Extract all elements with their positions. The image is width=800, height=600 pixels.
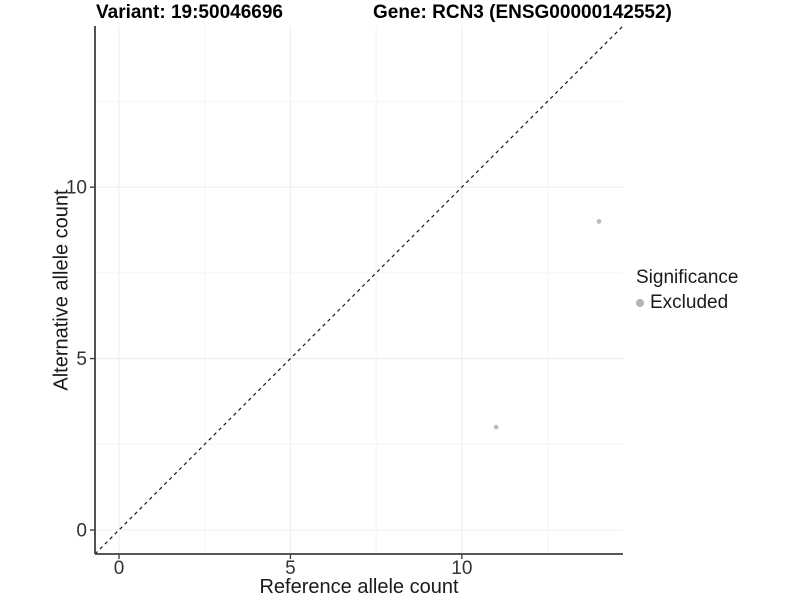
legend-item-label: Excluded xyxy=(650,292,729,313)
plot-title-gene: Gene: RCN3 (ENSG00000142552) xyxy=(373,2,672,23)
data-point xyxy=(596,219,602,224)
identity-dashed-line xyxy=(94,25,624,555)
x-axis-label: Reference allele count xyxy=(259,576,459,598)
y-tick-label: 5 xyxy=(76,349,87,370)
x-tick-label: 10 xyxy=(451,558,472,579)
legend-point-swatch xyxy=(636,299,644,307)
plot-title-variant: Variant: 19:50046696 xyxy=(96,2,283,23)
legend-title: Significance xyxy=(636,267,739,288)
y-tick-label: 0 xyxy=(76,521,87,542)
x-tick-label: 0 xyxy=(114,558,125,579)
y-tick-label: 10 xyxy=(66,178,87,199)
y-axis-label: Alternative allele count xyxy=(50,189,73,391)
legend: Significance Excluded xyxy=(636,267,738,314)
x-tick-label: 5 xyxy=(285,558,296,579)
data-point xyxy=(493,424,499,430)
legend-item-excluded: Excluded xyxy=(636,292,738,314)
